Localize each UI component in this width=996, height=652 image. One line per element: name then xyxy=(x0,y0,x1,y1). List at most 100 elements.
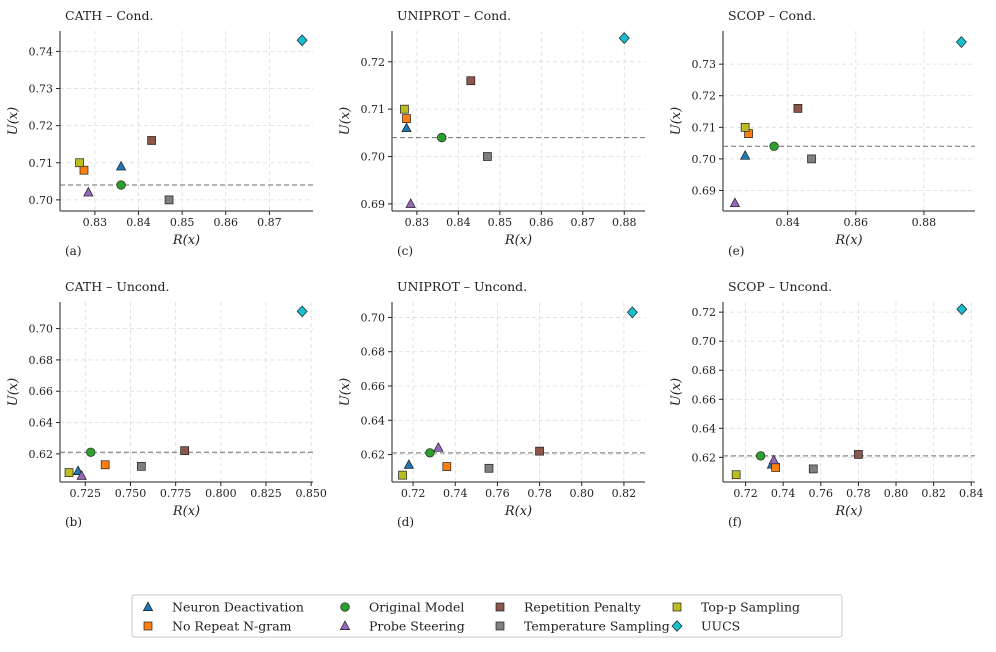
legend-item-uucs: UUCS xyxy=(671,619,740,634)
x-tick-label: 0.84 xyxy=(126,216,151,229)
point-repetition-penalty xyxy=(793,104,803,113)
legend-item-repetition-penalty: Repetition Penalty xyxy=(495,600,642,615)
x-tick-label: 0.750 xyxy=(115,487,147,500)
point-probe-steering xyxy=(76,469,87,480)
point-repetition-penalty xyxy=(180,446,190,456)
y-tick-label: 0.62 xyxy=(692,451,717,464)
point-no-repeat-n-gram xyxy=(442,462,452,471)
x-axis-label: R(x) xyxy=(172,504,200,519)
y-tick-label: 0.64 xyxy=(29,417,54,430)
panel-label: (f) xyxy=(728,515,742,529)
panel-title: SCOP – Cond. xyxy=(728,8,816,23)
x-tick-label: 0.800 xyxy=(205,487,237,500)
point-original-model xyxy=(425,448,435,458)
legend-box xyxy=(131,594,843,638)
chart-panel-cath-cond: CATH – Cond. 0.83 0.84 0.85 0.86 0.87 0.70 0.71… xyxy=(6,8,313,258)
y-tick-label: 0.64 xyxy=(692,422,717,435)
y-tick-label: 0.69 xyxy=(361,198,386,211)
point-top-p-sampling xyxy=(398,470,407,480)
x-tick-label: 0.80 xyxy=(570,487,595,500)
y-tick-label: 0.72 xyxy=(692,90,717,103)
x-tick-label: 0.86 xyxy=(214,216,239,229)
point-top-p-sampling xyxy=(400,104,409,114)
point-temperature-sampling xyxy=(164,195,174,205)
legend-label: UUCS xyxy=(701,619,740,634)
chart-panel-uniprot-uncond: UNIPROT – Uncond. 0.72 0.74 0.76 0.78 0.80 0.8… xyxy=(338,279,645,529)
legend: Neuron Deactivation No Repeat N-gram Origi… xyxy=(131,594,843,638)
point-original-model xyxy=(437,132,447,143)
point-neuron-deactivation xyxy=(115,160,127,171)
y-tick-label: 0.72 xyxy=(29,120,54,133)
legend-marker-probe-steering xyxy=(339,620,351,630)
x-tick-label: 0.86 xyxy=(844,216,869,229)
chart-panel-scop-uncond: SCOP – Uncond. 0.72 0.74 0.76 0.78 0.80 0.82 0.… xyxy=(669,279,983,529)
point-no-repeat-n-gram xyxy=(402,114,411,123)
y-axis-label: U(x) xyxy=(669,107,684,135)
x-tick-label: 0.84 xyxy=(446,216,471,229)
x-tick-label: 0.82 xyxy=(612,487,637,500)
y-axis-label: U(x) xyxy=(6,107,21,135)
legend-marker-repetition-penalty xyxy=(495,602,505,612)
point-temperature-sampling xyxy=(136,461,146,471)
y-tick-label: 0.62 xyxy=(29,448,54,461)
y-tick-label: 0.70 xyxy=(361,311,386,324)
point-uucs xyxy=(956,303,968,316)
y-tick-label: 0.71 xyxy=(361,103,386,116)
x-tick-label: 0.86 xyxy=(529,216,554,229)
point-neuron-deactivation xyxy=(739,149,751,160)
point-repetition-penalty xyxy=(535,446,544,456)
legend-item-original-model: Original Model xyxy=(340,600,464,615)
point-neuron-deactivation xyxy=(401,122,412,133)
panel-label: (c) xyxy=(397,244,413,258)
point-top-p-sampling xyxy=(64,468,74,477)
point-neuron-deactivation xyxy=(403,459,415,469)
point-probe-steering xyxy=(768,454,779,465)
y-axis-label: U(x) xyxy=(338,378,353,406)
x-axis-label: R(x) xyxy=(834,233,862,248)
point-original-model xyxy=(769,141,779,151)
x-tick-label: 0.85 xyxy=(170,216,195,229)
y-tick-label: 0.72 xyxy=(692,306,717,319)
y-tick-label: 0.71 xyxy=(692,121,717,134)
y-tick-label: 0.72 xyxy=(361,56,386,69)
point-temperature-sampling xyxy=(483,152,492,161)
y-tick-label: 0.64 xyxy=(361,414,386,427)
point-uucs xyxy=(618,32,630,45)
y-axis-label: U(x) xyxy=(669,378,684,406)
y-tick-label: 0.66 xyxy=(29,385,54,398)
point-uucs xyxy=(296,305,308,318)
point-repetition-penalty xyxy=(466,76,476,86)
x-tick-label: 0.83 xyxy=(405,216,430,229)
x-axis-label: R(x) xyxy=(834,504,862,519)
chart-panel-scop-cond: SCOP – Cond. 0.84 0.86 0.88 0.69 0.70 0.71 0.72… xyxy=(669,8,975,258)
x-tick-label: 0.87 xyxy=(257,216,282,229)
x-tick-label: 0.85 xyxy=(488,216,513,229)
point-temperature-sampling xyxy=(484,463,494,473)
point-probe-steering xyxy=(83,186,94,197)
legend-label: Repetition Penalty xyxy=(524,600,642,615)
x-tick-label: 0.72 xyxy=(401,487,426,500)
legend-item-neuron-deactivation: Neuron Deactivation xyxy=(142,600,304,615)
x-tick-label: 0.84 xyxy=(959,487,984,500)
chart-panel-uniprot-cond: UNIPROT – Cond. 0.83 0.84 0.85 0.86 0.87 0.88 0… xyxy=(338,8,645,258)
point-uucs xyxy=(955,36,967,48)
point-top-p-sampling xyxy=(731,470,741,480)
legend-label: No Repeat N-gram xyxy=(172,619,292,634)
x-tick-label: 0.83 xyxy=(83,216,108,229)
legend-label: Temperature Sampling xyxy=(524,619,670,634)
y-tick-label: 0.69 xyxy=(692,184,717,197)
y-tick-label: 0.74 xyxy=(29,45,54,58)
legend-item-no-repeat-n-gram: No Repeat N-gram xyxy=(143,619,292,634)
point-repetition-penalty xyxy=(854,450,863,459)
x-tick-label: 0.850 xyxy=(295,487,327,500)
legend-marker-uucs xyxy=(671,620,683,632)
y-tick-label: 0.70 xyxy=(361,151,386,164)
panel-title: UNIPROT – Cond. xyxy=(397,8,511,23)
y-tick-label: 0.70 xyxy=(692,153,717,166)
legend-item-probe-steering: Probe Steering xyxy=(339,619,465,634)
point-no-repeat-n-gram xyxy=(100,460,110,470)
x-tick-label: 0.74 xyxy=(771,487,796,500)
legend-label: Top-p Sampling xyxy=(701,600,800,615)
